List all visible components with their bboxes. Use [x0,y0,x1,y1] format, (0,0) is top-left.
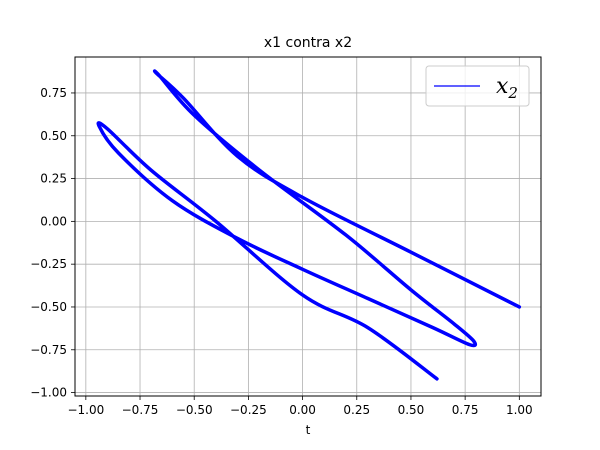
legend-label-main: x [496,74,509,99]
series-line [96,69,522,381]
y-tick-label: 0.75 [40,86,67,100]
legend: x2 [425,65,530,107]
ticks: −1.00 −0.75 −0.50 −0.25 0.00 0.25 0.50 0.75 1.00… [30,86,532,417]
y-tick-label: −0.25 [30,257,67,271]
x-tick-label: −0.25 [230,403,267,417]
y-tick-label: 0.25 [40,172,67,186]
legend-label: x2 [496,74,518,102]
x-tick-label: 0.00 [289,403,316,417]
y-tick-label: 0.50 [40,129,67,143]
x-tick-label: 0.75 [452,403,479,417]
x-tick-label: −0.75 [122,403,159,417]
x-tick-label: 0.50 [398,403,425,417]
x-tick-label: 1.00 [506,403,533,417]
plot-frame [74,56,542,397]
chart-title: x1 contra x2 [264,35,352,51]
y-tick-label: −0.50 [30,300,67,314]
y-tick-label: −0.75 [30,343,67,357]
x-tick-label: −0.50 [176,403,213,417]
legend-label-sub: 2 [507,84,518,102]
x-axis-label: t [306,423,311,437]
y-tick-label: 0.00 [40,214,67,228]
x-tick-label: 0.25 [343,403,370,417]
series-layer [96,69,522,381]
y-tick-label: −1.00 [30,386,67,400]
x-tick-label: −1.00 [67,403,104,417]
